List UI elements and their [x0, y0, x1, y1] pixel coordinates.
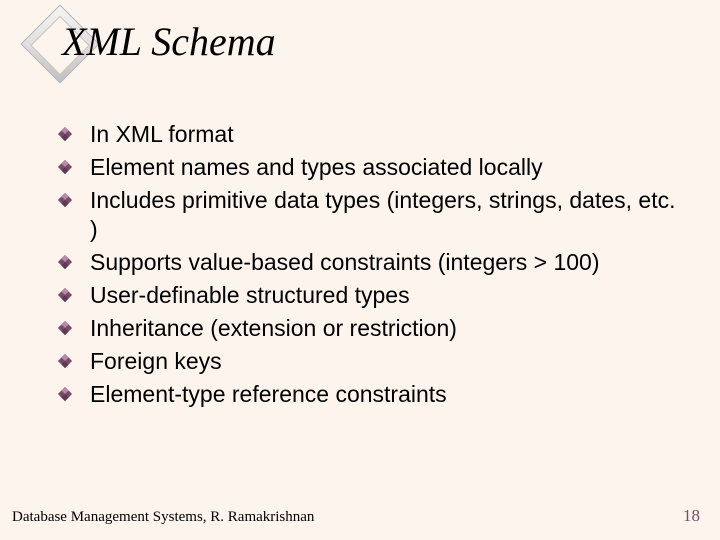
bullet-text: Element-type reference constraints — [90, 380, 447, 409]
diamond-bullet-icon — [58, 120, 76, 148]
page-number: 18 — [683, 506, 700, 526]
diamond-bullet-icon — [58, 248, 76, 276]
list-item: In XML format — [58, 120, 678, 149]
diamond-bullet-icon — [58, 380, 76, 408]
bullet-text: Inheritance (extension or restriction) — [90, 314, 457, 343]
bullet-text: In XML format — [90, 120, 234, 149]
footer-citation: Database Management Systems, R. Ramakris… — [12, 509, 314, 526]
list-item: Foreign keys — [58, 347, 678, 376]
bullet-list: In XML format Element names and types as… — [58, 120, 678, 413]
bullet-text: Includes primitive data types (integers,… — [90, 186, 678, 244]
diamond-bullet-icon — [58, 314, 76, 342]
slide-title: XML Schema — [62, 18, 276, 65]
list-item: User-definable structured types — [58, 281, 678, 310]
list-item: Supports value-based constraints (intege… — [58, 248, 678, 277]
list-item: Element-type reference constraints — [58, 380, 678, 409]
diamond-bullet-icon — [58, 347, 76, 375]
bullet-text: Element names and types associated local… — [90, 153, 543, 182]
list-item: Includes primitive data types (integers,… — [58, 186, 678, 244]
bullet-text: Supports value-based constraints (intege… — [90, 248, 599, 277]
diamond-bullet-icon — [58, 186, 76, 214]
list-item: Inheritance (extension or restriction) — [58, 314, 678, 343]
list-item: Element names and types associated local… — [58, 153, 678, 182]
diamond-bullet-icon — [58, 281, 76, 309]
diamond-bullet-icon — [58, 153, 76, 181]
bullet-text: Foreign keys — [90, 347, 222, 376]
bullet-text: User-definable structured types — [90, 281, 410, 310]
